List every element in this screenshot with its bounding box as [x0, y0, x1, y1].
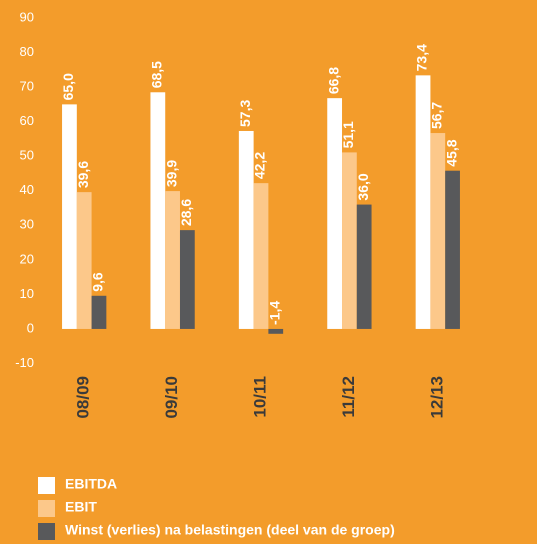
y-tick-label: 50	[20, 148, 34, 163]
x-tick-label: 12/13	[427, 376, 446, 419]
x-tick-label: 10/11	[250, 376, 269, 418]
y-tick-label: 90	[20, 9, 34, 24]
data-label: 51,1	[340, 121, 356, 148]
bar	[356, 204, 372, 329]
legend-swatch	[38, 477, 55, 494]
y-tick-label: 70	[20, 79, 34, 94]
legend-label: EBITDA	[65, 476, 117, 492]
bar	[430, 133, 446, 329]
y-tick-label: 40	[20, 182, 34, 197]
legend-swatch	[38, 500, 55, 517]
data-label: 57,3	[237, 100, 253, 127]
y-tick-label: -10	[15, 355, 34, 370]
bar	[327, 98, 343, 329]
data-label: -1,4	[266, 301, 282, 325]
y-tick-label: 0	[27, 320, 34, 335]
bar	[179, 230, 195, 329]
bar	[238, 130, 254, 329]
legend-swatch	[38, 523, 55, 540]
bar	[445, 170, 460, 329]
y-tick-label: 10	[20, 286, 34, 301]
data-label: 73,4	[414, 44, 430, 71]
data-label: 65,0	[60, 73, 76, 100]
data-label: 66,8	[325, 67, 341, 94]
y-tick-label: 30	[20, 217, 34, 232]
x-tick-label: 11/12	[339, 376, 358, 418]
legend-label: Winst (verlies) na belastingen (deel van…	[65, 522, 395, 538]
data-label: 45,8	[443, 139, 459, 166]
data-label: 39,6	[75, 161, 91, 188]
bar	[415, 75, 431, 329]
data-label: 28,6	[178, 199, 194, 226]
data-label: 39,9	[163, 160, 179, 187]
bar	[76, 192, 92, 329]
data-label: 42,2	[252, 152, 268, 179]
x-tick-label: 09/10	[162, 376, 181, 419]
bar	[165, 191, 180, 329]
data-label: 9,6	[90, 272, 106, 292]
data-label: 68,5	[149, 61, 165, 88]
y-tick-label: 80	[20, 44, 34, 59]
x-tick-label: 08/09	[74, 376, 93, 419]
data-label: 36,0	[355, 173, 371, 200]
bar	[268, 328, 284, 334]
bar	[342, 152, 357, 329]
legend-label: EBIT	[65, 499, 97, 515]
y-tick-label: 20	[20, 251, 34, 266]
bar	[253, 183, 269, 329]
bar	[91, 295, 107, 329]
data-label: 56,7	[429, 102, 445, 129]
bar	[62, 104, 77, 329]
bar	[150, 92, 166, 329]
y-tick-label: 60	[20, 113, 34, 128]
